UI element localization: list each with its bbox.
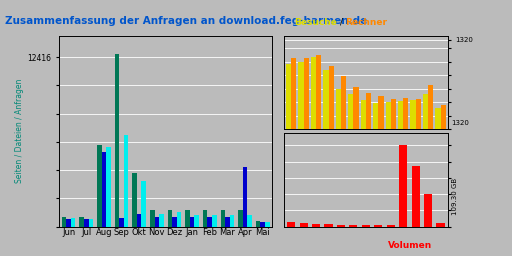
Text: /: /: [340, 18, 344, 27]
Bar: [325, 224, 333, 227]
Bar: [106, 147, 111, 227]
Bar: [360, 100, 366, 129]
Bar: [212, 215, 217, 227]
Bar: [230, 215, 234, 227]
Text: 109.30 GB: 109.30 GB: [452, 178, 458, 215]
Bar: [437, 223, 444, 227]
Bar: [195, 215, 199, 227]
Bar: [337, 225, 345, 227]
Bar: [391, 99, 396, 129]
Bar: [141, 181, 146, 227]
Bar: [62, 217, 66, 227]
Bar: [84, 219, 89, 227]
Bar: [435, 108, 440, 129]
Bar: [150, 210, 155, 227]
Bar: [411, 100, 416, 129]
Bar: [403, 98, 409, 129]
Bar: [287, 222, 295, 227]
Bar: [124, 135, 129, 227]
Bar: [362, 225, 370, 227]
Bar: [71, 218, 75, 227]
Bar: [101, 152, 106, 227]
Bar: [247, 215, 252, 227]
Bar: [159, 214, 164, 227]
Bar: [225, 217, 230, 227]
Bar: [311, 57, 316, 129]
Bar: [336, 89, 341, 129]
Bar: [190, 217, 195, 227]
Bar: [316, 55, 322, 129]
Bar: [256, 221, 261, 227]
Bar: [89, 219, 93, 227]
Bar: [374, 225, 382, 227]
Bar: [304, 58, 309, 129]
Bar: [155, 217, 159, 227]
Bar: [167, 210, 172, 227]
Bar: [323, 70, 329, 129]
Bar: [79, 217, 84, 227]
Bar: [286, 64, 291, 129]
Bar: [261, 222, 265, 227]
Bar: [378, 96, 383, 129]
Bar: [291, 58, 296, 129]
Bar: [349, 225, 357, 227]
Bar: [177, 212, 181, 227]
Bar: [203, 210, 207, 227]
Bar: [97, 145, 101, 227]
Bar: [243, 167, 247, 227]
Bar: [66, 219, 71, 227]
Bar: [329, 66, 334, 129]
Bar: [412, 166, 420, 227]
Bar: [341, 77, 346, 129]
Bar: [348, 94, 353, 129]
Bar: [119, 218, 124, 227]
Text: 1320: 1320: [452, 120, 470, 126]
Bar: [238, 210, 243, 227]
Bar: [265, 222, 270, 227]
Bar: [221, 210, 225, 227]
Bar: [185, 210, 190, 227]
Bar: [399, 145, 407, 227]
Bar: [132, 173, 137, 227]
Bar: [423, 94, 428, 129]
Bar: [386, 102, 391, 129]
Bar: [300, 223, 308, 227]
Bar: [115, 54, 119, 227]
Bar: [172, 217, 177, 227]
Bar: [424, 194, 432, 227]
Bar: [428, 85, 433, 129]
Y-axis label: Seiten / Dateien / Anfragen: Seiten / Dateien / Anfragen: [15, 79, 25, 183]
Bar: [312, 224, 320, 227]
Bar: [353, 87, 358, 129]
Bar: [398, 101, 403, 129]
Bar: [373, 103, 378, 129]
Bar: [137, 214, 141, 227]
Bar: [416, 99, 421, 129]
Text: Zusammenfassung der Anfragen an download.feg-barmen.de: Zusammenfassung der Anfragen an download…: [5, 16, 368, 26]
Text: Besuche: Besuche: [294, 18, 337, 27]
Text: Volumen: Volumen: [388, 241, 432, 250]
Bar: [387, 225, 395, 227]
Bar: [298, 62, 304, 129]
Bar: [440, 105, 446, 129]
Bar: [207, 217, 212, 227]
Bar: [366, 93, 371, 129]
Text: Rechner: Rechner: [346, 18, 388, 27]
